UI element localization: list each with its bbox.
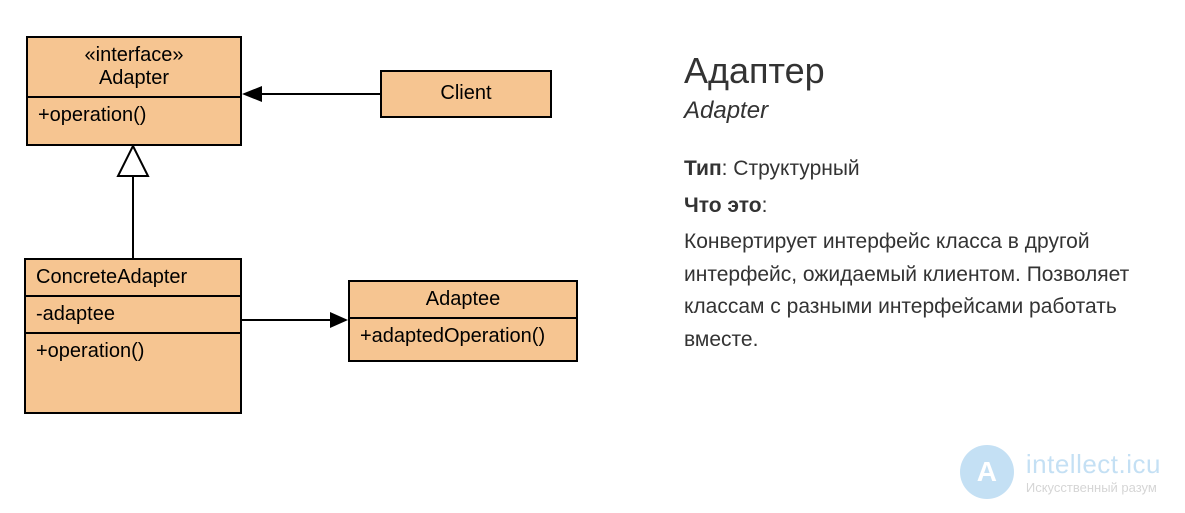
what-label: Что это bbox=[684, 194, 762, 217]
type-value: Структурный bbox=[733, 157, 859, 180]
class-name: Adapter bbox=[38, 67, 230, 90]
uml-box-concrete-adapter: ConcreteAdapter -adaptee +operation() bbox=[24, 258, 242, 414]
uml-operations: +operation() bbox=[26, 332, 240, 369]
pattern-title: Адаптер bbox=[684, 50, 1154, 92]
arrowhead-realization bbox=[118, 146, 148, 176]
uml-operations: +operation() bbox=[28, 96, 240, 133]
arrowhead-association bbox=[330, 312, 348, 328]
type-label: Тип bbox=[684, 157, 722, 180]
watermark-sub: Искусственный разум bbox=[1026, 480, 1161, 495]
colon: : bbox=[722, 157, 734, 180]
uml-box-client: Client bbox=[380, 70, 552, 118]
uml-header: «interface» Adapter bbox=[28, 38, 240, 96]
type-line: Тип: Структурный bbox=[684, 153, 1154, 186]
uml-box-adaptee: Adaptee +adaptedOperation() bbox=[348, 280, 578, 362]
uml-box-adapter-interface: «interface» Adapter +operation() bbox=[26, 36, 242, 146]
watermark-logo-icon: A bbox=[960, 445, 1014, 499]
pattern-subtitle: Adapter bbox=[684, 92, 1154, 129]
class-name: Adaptee bbox=[350, 282, 576, 317]
uml-attributes: -adaptee bbox=[26, 295, 240, 332]
description-panel: Адаптер Adapter Тип: Структурный Что это… bbox=[684, 50, 1154, 360]
class-name: Client bbox=[382, 72, 550, 115]
arrowhead-client-adapter bbox=[242, 86, 262, 102]
description-body: Конвертирует интерфейс класса в другой и… bbox=[684, 226, 1154, 356]
colon: : bbox=[762, 194, 768, 217]
watermark-main: intellect.icu bbox=[1026, 449, 1161, 480]
watermark: A intellect.icu Искусственный разум bbox=[960, 445, 1161, 499]
class-name: ConcreteAdapter bbox=[26, 260, 240, 295]
what-line: Что это: bbox=[684, 190, 1154, 223]
uml-operations: +adaptedOperation() bbox=[350, 317, 576, 354]
stereotype-label: «interface» bbox=[38, 44, 230, 67]
uml-diagram: «interface» Adapter +operation() Client … bbox=[0, 0, 610, 513]
